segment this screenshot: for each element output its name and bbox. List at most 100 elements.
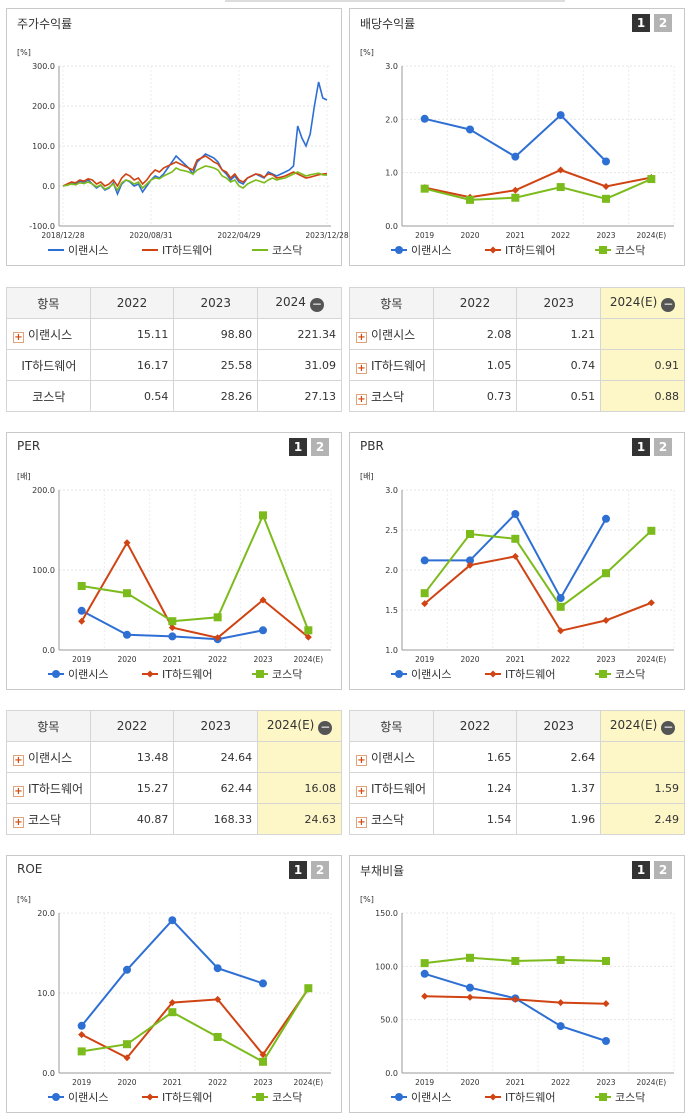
data-point: [602, 569, 610, 578]
value-cell: 168.33: [173, 803, 259, 835]
data-point: [556, 594, 565, 602]
x-tick-label: 2023: [596, 1078, 615, 1087]
data-point: [602, 957, 610, 965]
data-point: [168, 1008, 177, 1017]
collapse-minus-icon[interactable]: −: [661, 719, 676, 735]
expand-plus-icon[interactable]: +: [13, 816, 24, 828]
view-1-button[interactable]: 1: [632, 14, 650, 32]
value-cell: [600, 741, 685, 773]
data-point: [511, 995, 519, 1003]
data-point: [259, 596, 267, 604]
data-point: [556, 1022, 565, 1031]
data-point: [420, 959, 429, 968]
data-point: [557, 999, 565, 1007]
value-cell: 25.58: [173, 349, 259, 381]
table-row: + 이랜시스 1.65 2.64: [349, 741, 685, 773]
value-cell: 1.05: [432, 349, 518, 381]
y-tick-label: 3.0: [385, 486, 398, 495]
x-tick-label: 2023: [596, 655, 615, 664]
y-tick-label: 0.0: [42, 1069, 55, 1078]
view-1-button[interactable]: 1: [632, 438, 650, 456]
data-point: [556, 602, 565, 611]
row-name-cell: + 코스닥: [349, 380, 434, 412]
table-header-cell: 항목: [349, 287, 434, 319]
expand-plus-icon[interactable]: +: [356, 331, 367, 343]
collapse-minus-icon[interactable]: −: [318, 719, 333, 735]
data-point: [647, 526, 656, 535]
view-1-button[interactable]: 1: [289, 861, 307, 879]
data-point: [52, 670, 60, 678]
x-tick-label: 2019: [415, 231, 434, 240]
view-2-button[interactable]: 2: [311, 438, 329, 456]
data-point: [466, 195, 474, 204]
legend-label: IT하드웨어: [505, 243, 555, 257]
value-cell: 1.37: [516, 772, 602, 804]
header-label: 항목: [380, 719, 403, 734]
expand-plus-icon[interactable]: +: [13, 754, 24, 766]
view-2-button[interactable]: 2: [654, 14, 672, 32]
unit-label: [%]: [360, 48, 374, 57]
data-point: [77, 606, 86, 615]
data-point: [146, 1093, 154, 1101]
table-header-cell: 2023: [516, 710, 602, 742]
series-line: [62, 165, 328, 192]
y-tick-label: 0.0: [385, 1069, 398, 1078]
pbr-panel: PBR 1 2 [배] 3.0 2.5 2.0 1.5 1.0 2019 2020 2021 20…: [349, 432, 685, 690]
expand-plus-icon[interactable]: +: [13, 785, 24, 797]
expand-plus-icon[interactable]: +: [356, 754, 367, 766]
value-cell: 28.26: [173, 380, 259, 412]
data-point: [421, 600, 429, 608]
y-tick-label: 0.0: [42, 182, 55, 191]
x-tick-label: 2021: [163, 1078, 182, 1087]
table-header-cell: 2022: [432, 710, 518, 742]
legend-label: 이랜시스: [68, 1091, 108, 1104]
y-tick-label: 1.5: [385, 606, 398, 615]
value-cell: 1.59: [600, 772, 685, 804]
view-2-button[interactable]: 2: [311, 861, 329, 879]
value-cell: 0.91: [600, 349, 685, 381]
expand-plus-icon[interactable]: +: [356, 816, 367, 828]
unit-label: [%]: [17, 48, 31, 57]
collapse-minus-icon[interactable]: −: [309, 296, 324, 312]
legend-label: IT하드웨어: [162, 667, 212, 681]
view-2-button[interactable]: 2: [654, 438, 672, 456]
x-tick-label: 2020: [460, 1078, 479, 1087]
expand-plus-icon[interactable]: +: [356, 362, 367, 374]
view-1-button[interactable]: 1: [289, 438, 307, 456]
legend-label: IT하드웨어: [505, 667, 555, 681]
top-strip: [225, 0, 565, 2]
data-point: [123, 1040, 131, 1049]
data-point: [647, 175, 656, 184]
collapse-minus-icon[interactable]: −: [661, 296, 676, 312]
data-point: [557, 166, 565, 174]
header-label: 2024(E): [266, 717, 315, 732]
table-row: + IT하드웨어 1.05 0.74 0.91: [349, 349, 685, 381]
series-line: [423, 530, 652, 609]
row-name: IT하드웨어: [21, 358, 77, 373]
row-name: 코스닥: [28, 812, 62, 827]
series-line: [424, 555, 652, 632]
data-point: [77, 1047, 86, 1056]
table-header-cell: 2022: [89, 710, 175, 742]
view-1-button[interactable]: 1: [632, 861, 650, 879]
view-2-button[interactable]: 2: [654, 861, 672, 879]
value-cell: 1.24: [432, 772, 518, 804]
expand-plus-icon[interactable]: +: [13, 331, 24, 343]
data-point: [304, 633, 312, 641]
row-name-cell: + 이랜시스: [349, 318, 434, 350]
data-point: [168, 632, 177, 641]
data-point: [77, 1021, 86, 1030]
data-point: [466, 561, 474, 569]
table-row: + IT하드웨어 15.27 62.44 16.08: [6, 772, 342, 804]
data-point: [420, 589, 429, 598]
y-tick-label: 200.0: [32, 102, 55, 111]
data-point: [214, 995, 222, 1003]
y-tick-label: 300.0: [32, 62, 55, 71]
y-tick-label: 0.0: [42, 646, 55, 655]
data-point: [466, 530, 474, 538]
expand-plus-icon[interactable]: +: [356, 785, 367, 797]
row-name: IT하드웨어: [371, 781, 427, 796]
expand-plus-icon[interactable]: +: [356, 393, 367, 405]
table-header-cell: 2024−: [257, 287, 342, 319]
data-point: [304, 626, 313, 635]
